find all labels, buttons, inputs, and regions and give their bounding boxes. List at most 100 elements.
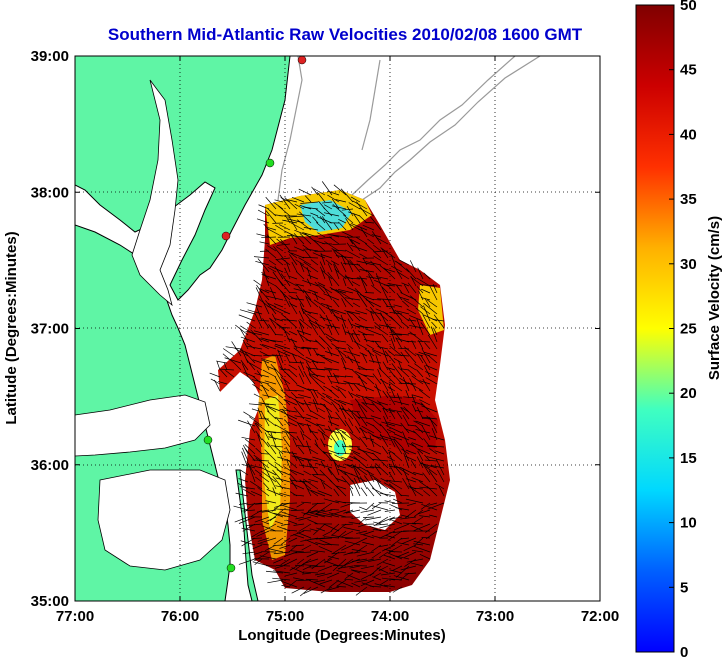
velocity-vector	[276, 469, 291, 476]
velocity-vector	[243, 489, 256, 497]
y-tick-label: 37:00	[31, 321, 69, 338]
velocity-vector	[275, 416, 284, 427]
velocity-vector	[322, 530, 333, 537]
velocity-vector	[383, 554, 396, 560]
velocity-vector	[309, 528, 319, 532]
velocity-vector	[268, 324, 277, 336]
velocity-vector	[403, 299, 417, 308]
velocity-vector	[306, 487, 319, 497]
velocity-vector	[273, 512, 291, 518]
velocity-vector	[319, 216, 326, 224]
velocity-vector	[415, 420, 431, 427]
velocity-vector	[370, 311, 375, 322]
colorbar-tick-label: 35	[680, 191, 697, 208]
velocity-vector	[385, 421, 403, 427]
velocity-vector	[280, 389, 291, 399]
sound-inlet	[75, 394, 211, 457]
velocity-vector	[389, 334, 403, 336]
velocity-vector	[316, 423, 326, 434]
velocity-vector	[372, 576, 382, 581]
velocity-vector	[386, 431, 396, 448]
velocity-vector	[303, 371, 312, 385]
velocity-vector	[376, 480, 382, 490]
velocity-vector	[306, 278, 312, 287]
velocity-vector	[356, 292, 368, 308]
velocity-vector	[362, 333, 375, 336]
velocity-vector	[325, 259, 333, 266]
velocity-vector	[389, 409, 403, 413]
velocity-vector	[390, 338, 396, 350]
velocity-vector	[381, 286, 389, 294]
velocity-vector	[289, 477, 298, 490]
velocity-vector	[393, 498, 403, 504]
velocity-vector	[379, 435, 396, 441]
velocity-vector	[341, 255, 354, 266]
velocity-vector	[293, 494, 305, 497]
velocity-vector	[238, 558, 256, 565]
velocity-vector	[258, 338, 270, 343]
velocity-vector	[350, 196, 361, 203]
velocity-vector	[410, 442, 424, 455]
velocity-vector	[373, 419, 382, 427]
velocity-vector	[352, 313, 361, 322]
velocity-vector	[262, 300, 270, 315]
velocity-vector	[359, 253, 368, 259]
velocity-vector	[305, 195, 312, 203]
velocity-vector	[320, 586, 333, 594]
velocity-vector	[303, 289, 312, 301]
velocity-vector	[382, 361, 389, 371]
velocity-vector	[332, 323, 340, 336]
velocity-vector	[428, 470, 438, 483]
velocity-vector	[368, 360, 382, 364]
velocity-vector	[272, 544, 284, 546]
velocity-vector	[368, 274, 375, 287]
velocity-vector	[411, 340, 417, 350]
velocity-vector	[337, 452, 354, 455]
velocity-vector	[374, 341, 382, 350]
velocity-vector	[288, 295, 298, 301]
velocity-vector	[305, 419, 319, 427]
velocity-vector	[324, 404, 333, 420]
velocity-vector	[361, 425, 375, 434]
velocity-vector	[260, 466, 277, 476]
velocity-vector	[325, 336, 333, 343]
velocity-vector	[305, 539, 319, 546]
velocity-vector	[411, 549, 424, 553]
velocity-vector	[249, 416, 263, 427]
velocity-vector	[384, 350, 396, 364]
velocity-vector	[335, 199, 347, 203]
velocity-vector	[405, 455, 417, 462]
velocity-vector	[292, 438, 298, 448]
velocity-vector	[328, 236, 340, 245]
velocity-vector	[429, 514, 438, 518]
velocity-vector	[314, 320, 326, 336]
velocity-vector	[381, 421, 396, 427]
velocity-vector	[298, 320, 305, 329]
velocity-vector	[244, 444, 256, 455]
velocity-vector	[326, 572, 340, 579]
velocity-vector	[293, 233, 305, 245]
velocity-vector	[394, 354, 410, 357]
velocity-vector	[256, 233, 270, 238]
velocity-vector	[424, 459, 438, 462]
velocity-vector	[400, 514, 410, 518]
velocity-vector	[301, 347, 312, 350]
velocity-vector	[337, 465, 347, 469]
velocity-vector	[411, 394, 424, 399]
velocity-vector	[391, 363, 403, 378]
velocity-vector	[411, 477, 424, 483]
velocity-vector	[327, 555, 340, 560]
velocity-vector	[352, 480, 361, 497]
velocity-vector	[273, 551, 291, 555]
velocity-vector	[254, 516, 270, 523]
velocity-vector	[278, 451, 284, 462]
velocity-vector	[300, 263, 312, 273]
velocity-vector	[403, 406, 417, 420]
velocity-vector	[266, 489, 284, 497]
velocity-vector	[275, 397, 284, 406]
velocity-vector	[403, 346, 417, 357]
velocity-vector	[276, 323, 291, 336]
velocity-vector	[316, 368, 333, 371]
velocity-vector	[323, 286, 333, 301]
